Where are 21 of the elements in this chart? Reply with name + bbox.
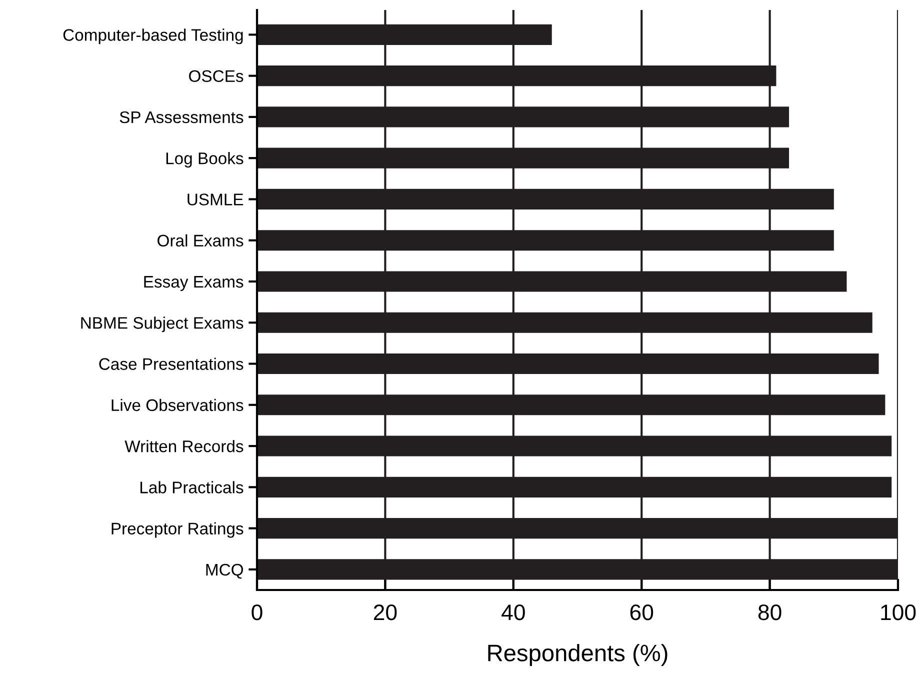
x-tick-label: 40 [502,604,525,620]
y-tick-label: Computer-based Testing [63,28,243,44]
x-tick-label: 0 [252,604,262,620]
y-tick-label: Case Presentations [99,358,244,370]
x-tick-label: 100 [881,604,916,620]
y-tick-label: Log Books [166,152,244,168]
y-tick-label: Live Observations [112,398,244,412]
y-tick-label: Written Records [124,440,244,452]
y-tick-label: Preceptor Ratings [112,522,244,538]
y-tick-label: OSCEs [189,70,244,82]
y-tick-label: NBME Subject Exams [81,316,244,332]
x-axis-title: Respondents (%) [488,644,668,666]
y-tick-label: Lab Practicals [140,481,244,494]
y-tick-label: USMLE [188,194,244,206]
x-tick-label: 60 [630,604,654,620]
x-tick-label: 20 [374,604,397,620]
x-tick-label: 80 [758,604,782,620]
y-tick-label: SP Assessments [120,111,244,124]
y-tick-label: MCQ [206,564,244,579]
y-tick-label: Essay Exams [144,276,244,291]
y-tick-label: Oral Exams [158,234,244,247]
